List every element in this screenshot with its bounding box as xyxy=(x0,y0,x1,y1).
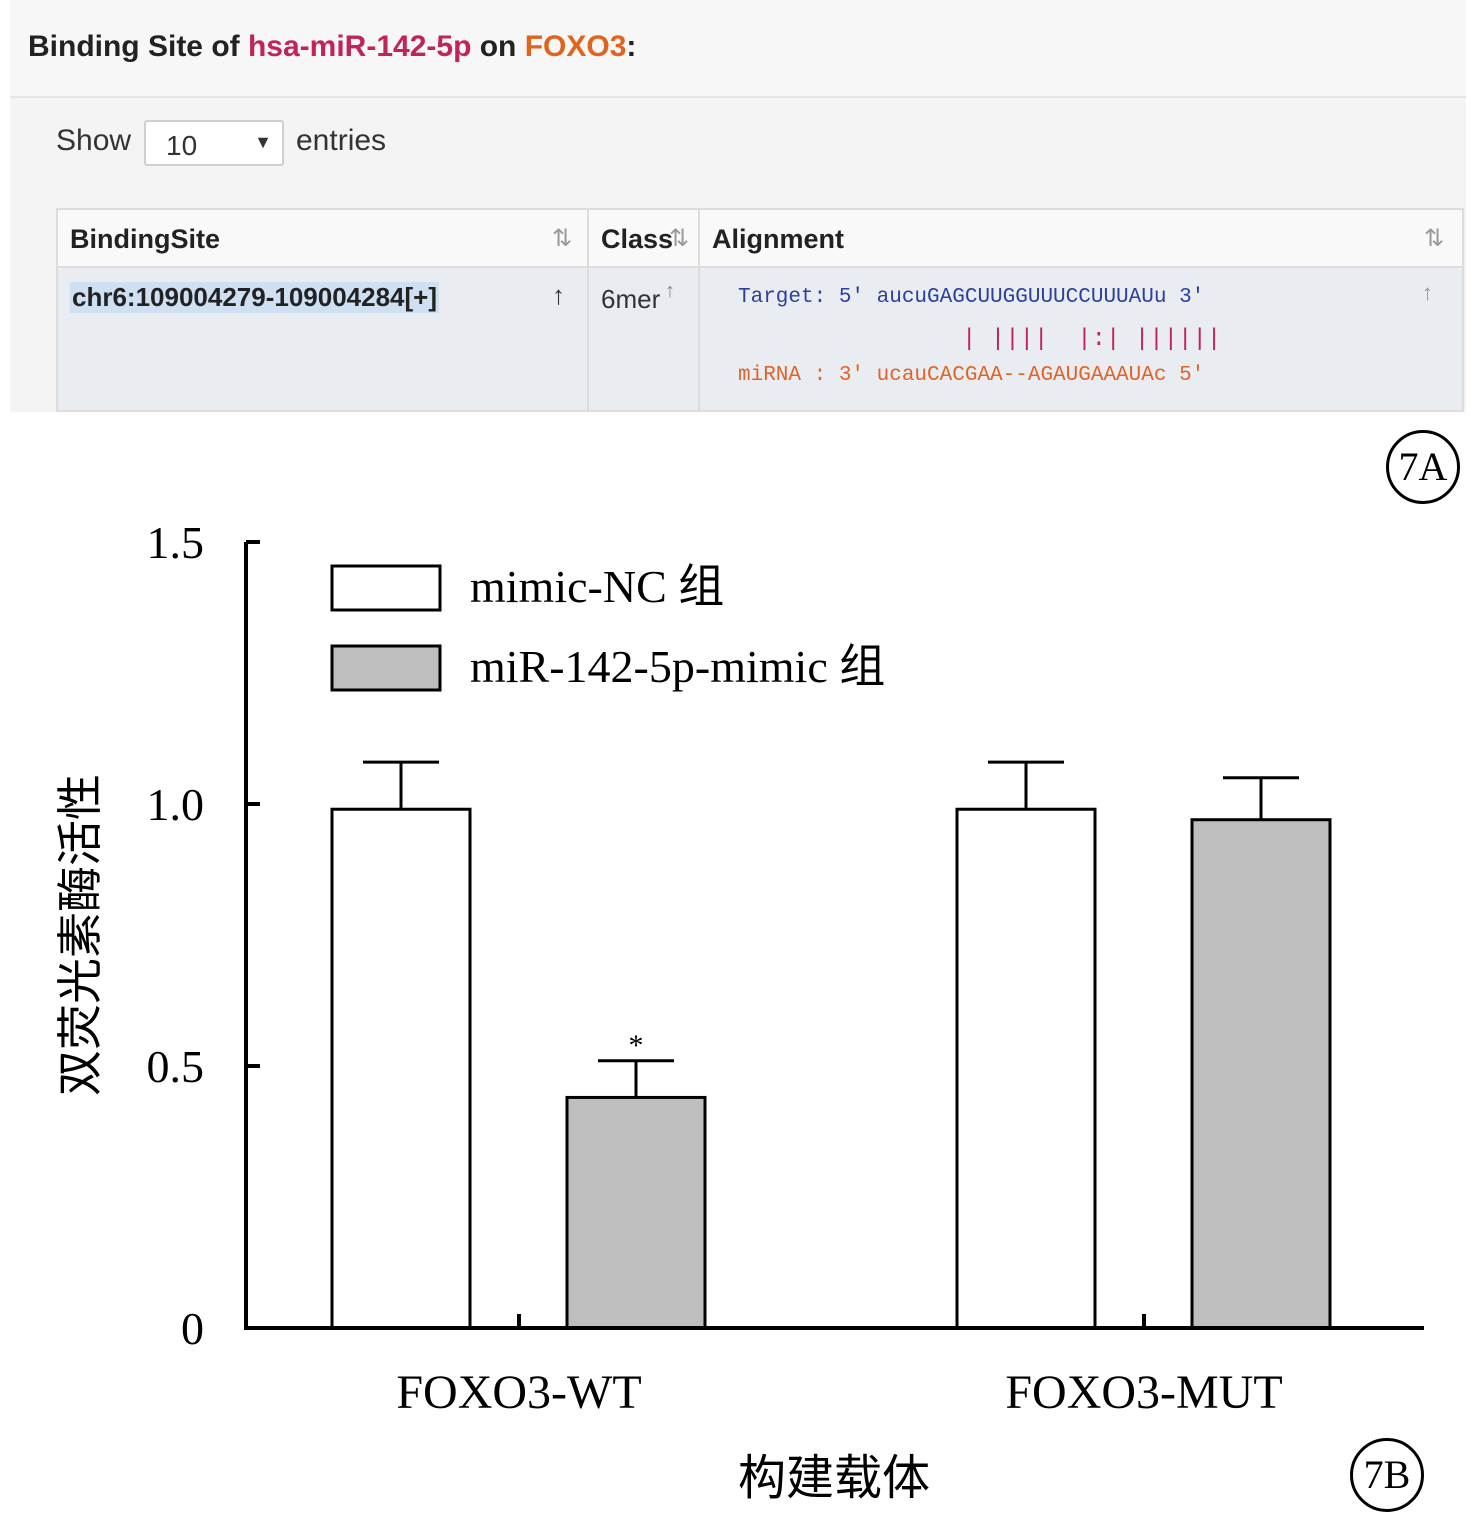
class-cell-container: 6mer ↑ xyxy=(587,268,700,412)
class-cell: 6mer xyxy=(601,284,661,314)
x-axis-title: 构建载体 xyxy=(738,1452,930,1505)
panel-badge-7a: 7A xyxy=(1386,430,1460,504)
title-mid: on xyxy=(471,30,525,63)
title-prefix: Binding Site of xyxy=(28,30,248,63)
legend-label: miR-142-5p-mimic 组 xyxy=(470,641,885,692)
gene-name: FOXO3 xyxy=(524,30,627,63)
pairing-line: | |||| |:| |||||| xyxy=(962,326,1222,353)
binding-site-cell[interactable]: chr6:109004279-109004284[+] xyxy=(70,282,440,313)
mirna-sequence: miRNA : 3' ucauCACGAA--AGAUGAAAUAc 5' xyxy=(738,364,1205,387)
x-tick-label: FOXO3-MUT xyxy=(1005,1366,1282,1419)
column-header-alignment[interactable]: Alignment ⇅ xyxy=(698,208,1464,268)
significance-asterisk: * xyxy=(629,1029,644,1062)
bar-mimic-nc-0 xyxy=(330,807,472,1330)
up-arrow-icon: ↑ xyxy=(665,280,675,302)
y-tick-label: 1.5 xyxy=(147,517,205,568)
binding-site-panel: Binding Site of hsa-miR-142-5p on FOXO3:… xyxy=(10,0,1466,412)
target-sequence: Target: 5' aucuGAGCUUGGUUUCCUUUAUu 3' xyxy=(738,286,1205,309)
legend-swatch xyxy=(330,644,442,692)
bar-mimic-nc-1 xyxy=(955,807,1097,1330)
column-header-label: Class xyxy=(601,224,674,254)
column-header-label: BindingSite xyxy=(70,224,220,254)
show-label: Show xyxy=(56,124,132,157)
up-arrow-icon: ↑ xyxy=(552,280,565,310)
y-tick-label: 1.0 xyxy=(147,779,205,830)
entries-label: entries xyxy=(296,124,387,157)
alignment-cell: Target: 5' aucuGAGCUUGGUUUCCUUUAUu 3' | … xyxy=(698,268,1464,412)
bar-mir-142-5p-mimic-1 xyxy=(1190,818,1332,1330)
y-tick-label: 0.5 xyxy=(147,1041,205,1092)
column-header-class[interactable]: Class ⇅ xyxy=(587,208,700,268)
x-tick-label: FOXO3-WT xyxy=(396,1366,641,1419)
legend-label: mimic-NC 组 xyxy=(470,561,724,612)
panel-header: Binding Site of hsa-miR-142-5p on FOXO3: xyxy=(10,0,1466,98)
chevron-down-icon: ▼ xyxy=(254,132,272,152)
column-header-bindingsite[interactable]: BindingSite ⇅ xyxy=(56,208,589,268)
up-arrow-icon: ↑ xyxy=(1422,280,1433,305)
sort-icon[interactable]: ⇅ xyxy=(552,225,573,252)
sort-icon[interactable]: ⇅ xyxy=(669,225,690,252)
panel-badge-7b: 7B xyxy=(1350,1438,1424,1512)
column-header-label: Alignment xyxy=(712,224,844,254)
legend-swatch xyxy=(330,564,442,612)
y-axis-title: 双荧光素酶活性 xyxy=(55,774,106,1096)
table-row[interactable]: chr6:109004279-109004284[+] ↑ xyxy=(56,268,589,412)
sort-icon[interactable]: ⇅ xyxy=(1424,225,1445,252)
binding-site-table: BindingSite ⇅ Class ⇅ Alignment ⇅ chr6:1… xyxy=(56,208,1466,412)
bar-mir-142-5p-mimic-0 xyxy=(565,1095,707,1330)
entries-select-value: 10 xyxy=(166,130,198,161)
title-suffix: : xyxy=(626,30,637,63)
y-tick-label: 0 xyxy=(181,1303,204,1354)
entries-select[interactable]: 10 ▼ xyxy=(144,120,284,166)
panel-title: Binding Site of hsa-miR-142-5p on FOXO3: xyxy=(28,30,636,64)
table-area: Show 10 ▼ entries BindingSite ⇅ Class ⇅ … xyxy=(10,98,1466,412)
mirna-name: hsa-miR-142-5p xyxy=(247,30,472,63)
